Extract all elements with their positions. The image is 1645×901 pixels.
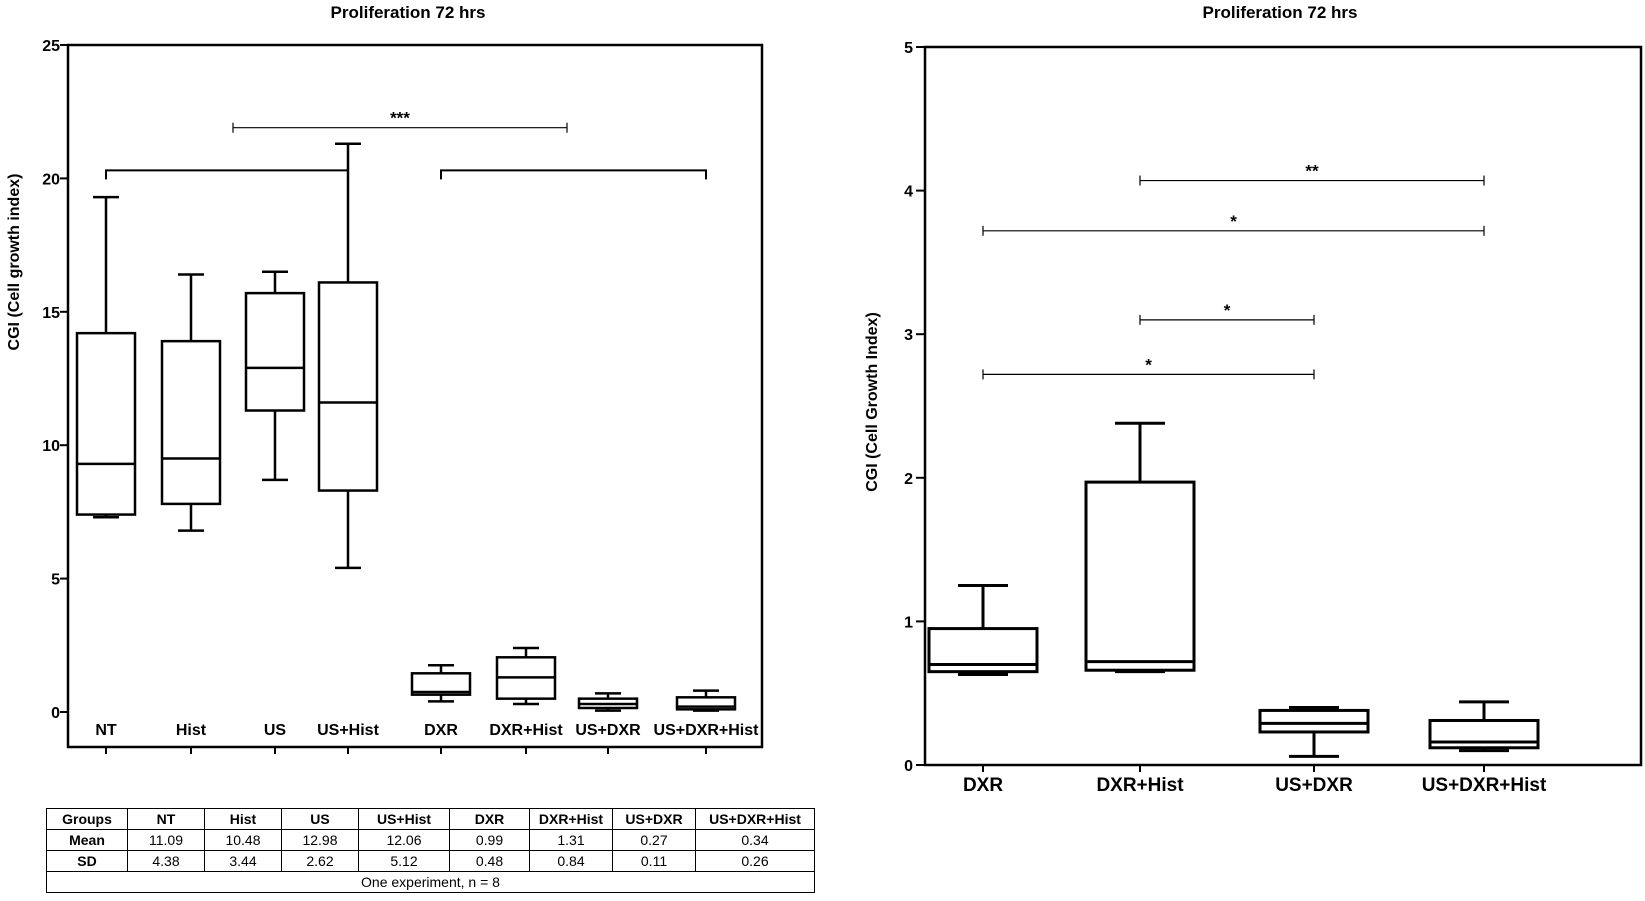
- x-tick-label: US+DXR+Hist: [654, 722, 760, 739]
- x-tick-label: DXR+Hist: [1096, 775, 1184, 796]
- table-cell: 5.12: [358, 850, 450, 872]
- table-row-label: Mean: [46, 829, 128, 851]
- significance-label: *: [1224, 301, 1231, 320]
- box-iqr: [1084, 480, 1196, 672]
- box-iqr: [317, 281, 379, 492]
- table-cell: 0.84: [529, 850, 613, 872]
- table-cell: 1.31: [529, 829, 613, 851]
- table-cell: 4.38: [127, 850, 205, 872]
- significance-label: *: [1230, 212, 1237, 231]
- chart-left-y-axis-label: CGI (Cell growth index): [6, 174, 23, 351]
- stats-table: Groups NT Hist US US+Hist DXR DXR+Hist U…: [46, 808, 815, 893]
- table-cell: 12.06: [358, 829, 450, 851]
- y-tick-label: 2: [904, 471, 913, 488]
- table-cell: 0.99: [449, 829, 530, 851]
- y-tick-label: 25: [42, 38, 60, 55]
- box-iqr: [75, 331, 137, 516]
- box-iqr: [1428, 718, 1540, 750]
- table-row-mean: Mean 11.09 10.48 12.98 12.06 0.99 1.31 0…: [46, 829, 815, 851]
- table-header-cell: US: [281, 808, 359, 830]
- y-tick-label: 10: [42, 438, 60, 455]
- table-cell: 0.48: [449, 850, 530, 872]
- x-tick-label: DXR: [963, 775, 1003, 796]
- y-tick-label: 0: [51, 705, 60, 722]
- y-tick-label: 5: [51, 572, 60, 589]
- x-tick-label: US+DXR: [1275, 775, 1353, 796]
- table-cell: 0.26: [695, 850, 815, 872]
- chart-right-y-axis-label: CGI (Cell Growth Index): [864, 312, 881, 492]
- box-iqr: [160, 339, 222, 506]
- table-footer-row: One experiment, n = 8: [46, 871, 815, 893]
- x-tick-label: Hist: [176, 722, 207, 739]
- y-tick-label: 15: [42, 305, 60, 322]
- significance-label: **: [1305, 162, 1319, 181]
- box-iqr: [410, 672, 472, 696]
- table-header-cell: NT: [127, 808, 205, 830]
- table-cell: 2.62: [281, 850, 359, 872]
- table-row-sd: SD 4.38 3.44 2.62 5.12 0.48 0.84 0.11 0.…: [46, 850, 815, 872]
- y-tick-label: 1: [904, 614, 913, 631]
- chart-right-title: Proliferation 72 hrs: [1203, 3, 1358, 22]
- table-header-cell: DXR: [449, 808, 530, 830]
- chart-right: Proliferation 72 hrs CGI (Cell Growth In…: [864, 3, 1643, 796]
- y-tick-label: 4: [904, 184, 913, 201]
- table-header-cell: US+DXR+Hist: [695, 808, 815, 830]
- chart-left: Proliferation 72 hrs CGI (Cell growth in…: [6, 3, 764, 754]
- table-header-cell: Groups: [46, 808, 128, 830]
- table-header-cell: DXR+Hist: [529, 808, 613, 830]
- chart-left-frame: [66, 43, 764, 749]
- table-cell: 11.09: [127, 829, 205, 851]
- table-cell: 3.44: [204, 850, 282, 872]
- x-tick-label: US+DXR: [575, 722, 641, 739]
- y-tick-label: 5: [904, 40, 913, 57]
- x-tick-label: NT: [95, 722, 117, 739]
- significance-bracket: [440, 169, 707, 180]
- table-header-cell: Hist: [204, 808, 282, 830]
- table-cell: 10.48: [204, 829, 282, 851]
- x-tick-label: DXR: [424, 722, 458, 739]
- box-iqr: [244, 291, 306, 412]
- table-cell: 12.98: [281, 829, 359, 851]
- chart-left-title: Proliferation 72 hrs: [331, 3, 486, 22]
- table-cell: 0.27: [612, 829, 696, 851]
- table-row-label: SD: [46, 850, 128, 872]
- table-cell: 0.11: [612, 850, 696, 872]
- chart-right-frame: [923, 45, 1643, 767]
- table-header-row: Groups NT Hist US US+Hist DXR DXR+Hist U…: [46, 808, 815, 830]
- x-tick-label: US+DXR+Hist: [1422, 775, 1547, 796]
- table-header-cell: US+Hist: [358, 808, 450, 830]
- x-tick-label: DXR+Hist: [489, 722, 563, 739]
- y-tick-label: 3: [904, 327, 913, 344]
- box-iqr: [1258, 708, 1370, 734]
- table-cell: 0.34: [695, 829, 815, 851]
- x-tick-label: US+Hist: [317, 722, 379, 739]
- y-tick-label: 0: [904, 758, 913, 775]
- y-tick-label: 20: [42, 171, 60, 188]
- table-footer: One experiment, n = 8: [46, 871, 815, 893]
- x-tick-label: US: [264, 722, 287, 739]
- significance-bracket: [105, 169, 349, 180]
- significance-label: ***: [390, 109, 410, 128]
- significance-label: *: [1145, 355, 1152, 374]
- table-header-cell: US+DXR: [612, 808, 696, 830]
